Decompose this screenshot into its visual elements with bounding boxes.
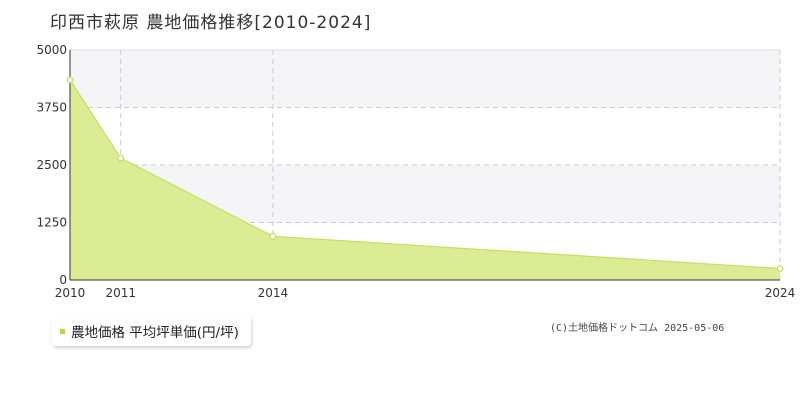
- grid-band: [70, 50, 780, 108]
- y-tick-label: 2500: [36, 158, 67, 172]
- x-tick-label: 2011: [105, 286, 136, 300]
- price-area-series: [70, 79, 780, 281]
- price-area-line: [69, 79, 781, 270]
- y-tick-label: 3750: [36, 101, 67, 115]
- y-tick-label: 1250: [36, 216, 67, 230]
- chart-legend: 農地価格 平均坪単価(円/坪): [52, 316, 251, 346]
- data-point: [269, 232, 277, 240]
- x-tick-label: 2014: [258, 286, 289, 300]
- data-point: [776, 265, 784, 272]
- y-tick-label: 5000: [36, 43, 67, 57]
- x-tick-label: 2024: [765, 286, 796, 300]
- legend-marker-icon: [60, 328, 65, 334]
- chart-title: 印西市萩原 農地価格推移[2010-2024]: [50, 13, 372, 33]
- x-tick-label: 2010: [55, 286, 86, 300]
- data-point: [66, 76, 74, 84]
- data-point: [117, 154, 125, 162]
- copyright-text: (C)土地価格ドットコム 2025-05-06: [550, 323, 725, 334]
- y-tick-label: 0: [59, 273, 67, 287]
- legend-label: 農地価格 平均坪単価(円/坪): [71, 325, 239, 341]
